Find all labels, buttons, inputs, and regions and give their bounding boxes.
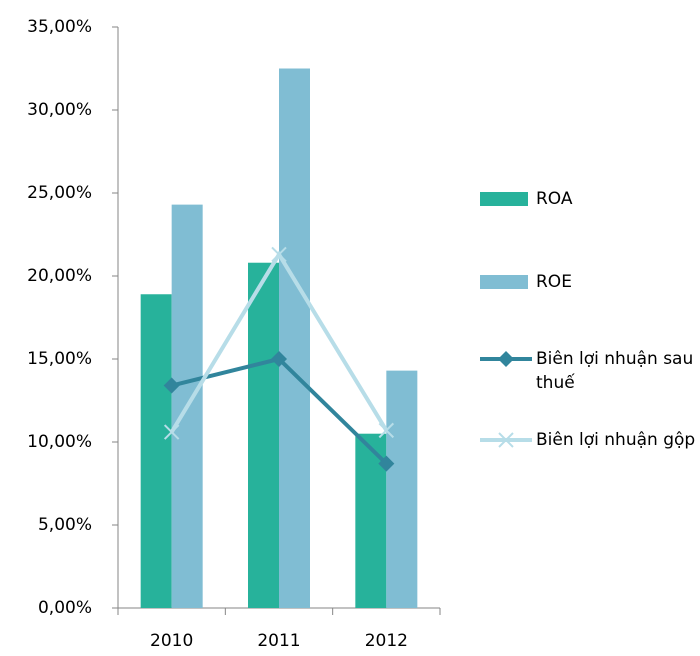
- y-tick-label: 5,00%: [38, 515, 92, 535]
- y-tick-label: 20,00%: [27, 266, 92, 286]
- y-tick-label: 10,00%: [27, 432, 92, 452]
- y-tick-label: 30,00%: [27, 100, 92, 120]
- x-tick-label: 2012: [365, 631, 408, 651]
- legend-swatch: [480, 432, 532, 448]
- marker: [163, 377, 180, 394]
- marker: [378, 422, 395, 439]
- legend-label: ROA: [536, 189, 573, 209]
- y-tick-label: 15,00%: [27, 349, 92, 369]
- bar: [140, 294, 172, 608]
- marker: [378, 455, 395, 472]
- legend-swatch: [480, 351, 532, 367]
- legend-item: Biên lợi nhuận gộp: [480, 428, 700, 452]
- bar: [386, 370, 418, 608]
- x-tick-label: 2010: [150, 631, 193, 651]
- legend-label: Biên lợi nhuận gộp: [536, 430, 696, 450]
- y-tick-label: 35,00%: [27, 17, 92, 37]
- legend-label: ROE: [536, 272, 572, 292]
- legend-swatch: [480, 275, 528, 289]
- legend-label: Biên lợi nhuận sau thuế: [536, 349, 694, 393]
- legend-item: Biên lợi nhuận sau thuế: [480, 347, 700, 395]
- bar: [279, 68, 310, 608]
- legend-swatch: [480, 192, 528, 206]
- marker: [271, 351, 287, 367]
- legend-item: ROA: [480, 187, 700, 211]
- bar: [248, 262, 279, 608]
- legend-item: ROE: [480, 270, 700, 294]
- y-tick-label: 25,00%: [27, 183, 92, 203]
- x-tick-label: 2011: [257, 631, 300, 651]
- marker: [271, 246, 287, 263]
- y-tick-label: 0,00%: [38, 598, 92, 618]
- marker: [163, 424, 180, 440]
